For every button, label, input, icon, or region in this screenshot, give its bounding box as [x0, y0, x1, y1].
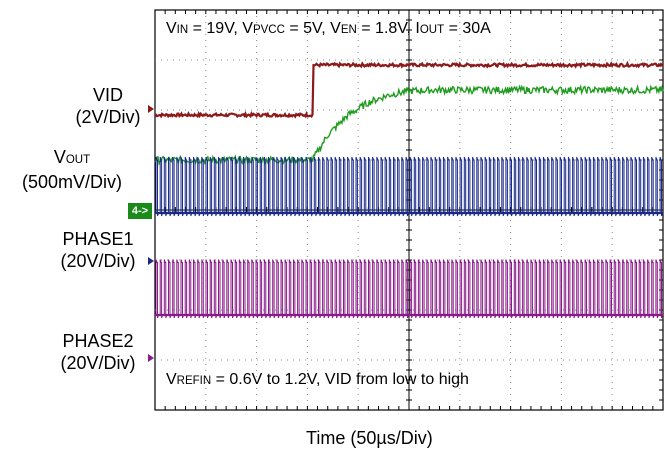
- refin-subscript: REFIN: [176, 375, 212, 387]
- pvcc-label: V: [242, 20, 253, 37]
- vout-name-main: V: [53, 147, 66, 167]
- vid-name: VID: [92, 85, 123, 105]
- operating-conditions-title: VIN = 19V, VPVCC = 5V, VEN = 1.8V, IOUT …: [166, 20, 491, 38]
- pvcc-value: = 5V,: [284, 20, 331, 37]
- channel-4-badge: 4->: [128, 203, 152, 219]
- vid-label: VID (2V/Div): [68, 84, 148, 128]
- vin-label: V: [166, 20, 177, 37]
- phase1-name: PHASE1: [62, 229, 134, 249]
- vid-scale: (2V/Div): [75, 107, 141, 127]
- vout-trace: [154, 83, 664, 166]
- vin-subscript: IN: [176, 24, 189, 36]
- phase1-scale: (20V/Div): [60, 251, 136, 271]
- phase1-marker: [148, 257, 154, 265]
- vout-name-sub: OUT: [65, 154, 91, 166]
- pvcc-subscript: PVCC: [252, 24, 285, 36]
- iout-label: I: [415, 20, 420, 37]
- iout-subscript: OUT: [419, 24, 445, 36]
- phase2-name: PHASE2: [62, 331, 134, 351]
- vout-name: VOUT: [2, 146, 142, 171]
- vid-marker: [148, 105, 154, 113]
- vin-value: = 19V,: [188, 20, 243, 37]
- vid-trace: [154, 60, 664, 119]
- phase2-marker: [148, 354, 154, 362]
- vout-scale: (500mV/Div): [21, 172, 123, 192]
- phase2-scale: (20V/Div): [60, 353, 136, 373]
- refin-label: V: [166, 371, 177, 388]
- refin-text: = 0.6V to 1.2V, VID from low to high: [211, 371, 469, 388]
- iout-value: = 30A: [444, 20, 491, 37]
- en-subscript: EN: [340, 24, 357, 36]
- vout-label: VOUT (500mV/Div): [2, 146, 142, 193]
- phase1-label: PHASE1 (20V/Div): [46, 228, 150, 272]
- x-axis-label: Time (50µs/Div): [306, 428, 433, 448]
- en-label: V: [330, 20, 341, 37]
- en-value: = 1.8V,: [356, 20, 416, 37]
- phase2-label: PHASE2 (20V/Div): [46, 330, 150, 374]
- refin-annotation: VREFIN = 0.6V to 1.2V, VID from low to h…: [166, 371, 469, 389]
